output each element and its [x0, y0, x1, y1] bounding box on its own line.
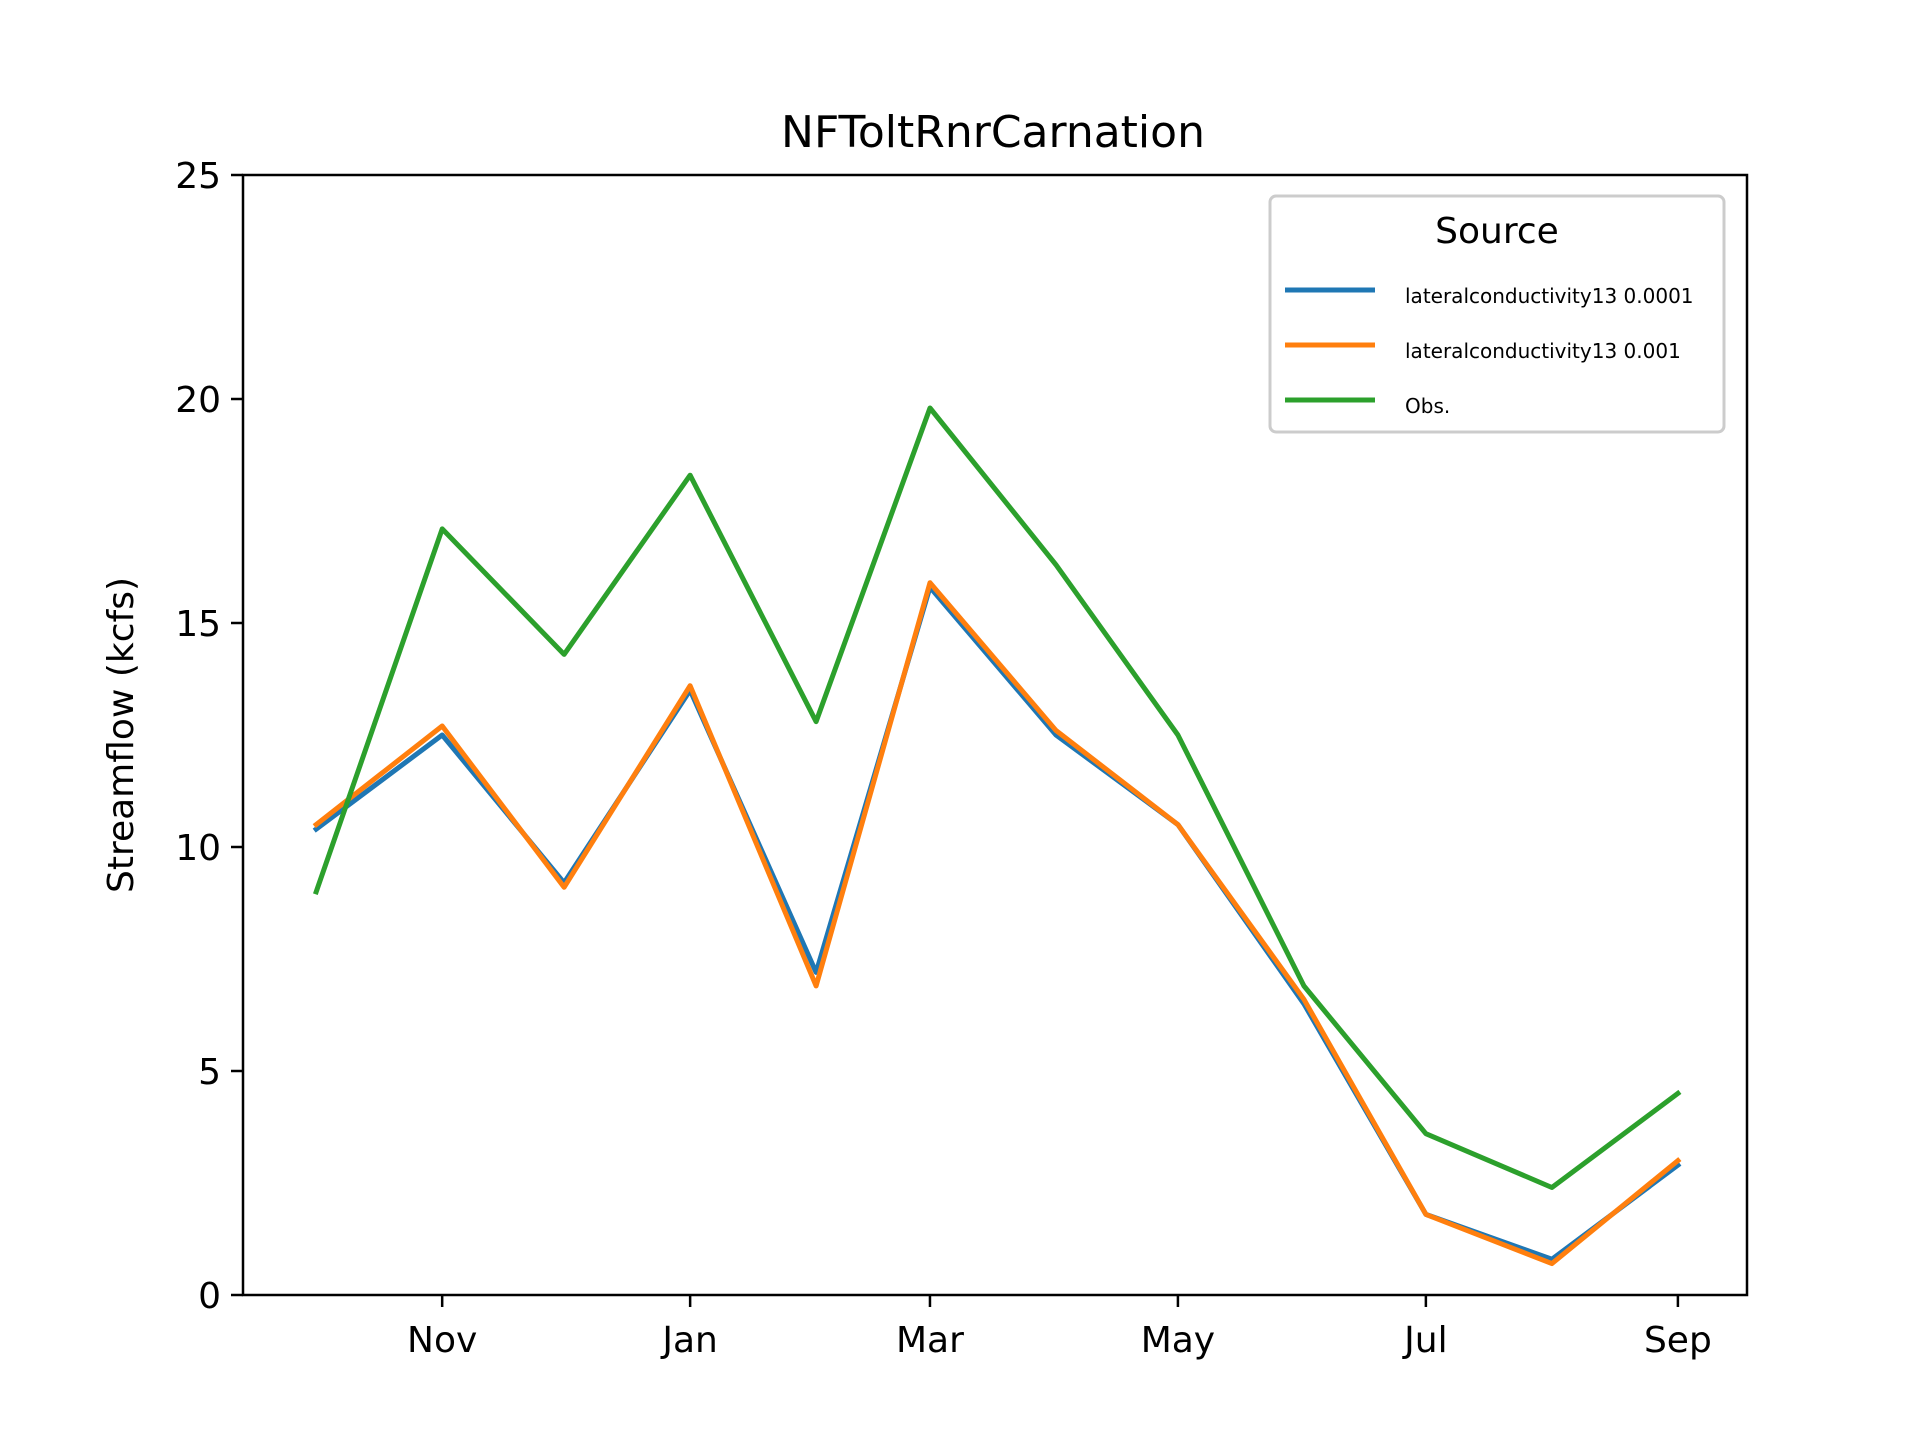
- x-tick-label: Jul: [1402, 1320, 1447, 1361]
- legend: Source lateralconductivity13 0.0001later…: [1268, 194, 1726, 434]
- y-tick-label: 15: [175, 604, 221, 645]
- plot-frame: [241, 173, 1749, 1297]
- series-line: [312, 584, 1682, 1262]
- x-tick-label: Sep: [1644, 1320, 1712, 1361]
- series-lines: [312, 405, 1682, 1267]
- legend-box: [1268, 194, 1726, 434]
- chart-title: NFToltRnrCarnation: [781, 107, 1205, 158]
- y-axis-label: Streamflow (kcfs): [101, 577, 142, 893]
- legend-title: Source: [1435, 211, 1559, 252]
- x-tick-label: Mar: [896, 1320, 964, 1361]
- y-tick-label: 20: [175, 380, 221, 421]
- legend-label: Obs.: [1405, 394, 1450, 418]
- x-tick-label: Nov: [407, 1320, 477, 1361]
- series-line: [312, 580, 1682, 1267]
- series-line: [313, 405, 1682, 1190]
- legend-label: lateralconductivity13 0.0001: [1405, 284, 1694, 308]
- x-tick-label: May: [1141, 1320, 1215, 1361]
- y-tick-label: 25: [175, 156, 221, 197]
- y-tick-label: 10: [175, 828, 221, 869]
- y-tick-label: 0: [198, 1276, 221, 1317]
- y-tick-label: 5: [198, 1052, 221, 1093]
- legend-entries: lateralconductivity13 0.0001 lateralcondu…: [1285, 284, 1694, 418]
- x-tick-label: Jan: [660, 1320, 718, 1361]
- y-axis-ticks: 0 5 10 15 20 25: [175, 156, 243, 1317]
- legend-label: lateralconductivity13 0.001: [1405, 339, 1681, 363]
- x-axis-ticks: Nov Jan Mar May Jul Sep: [407, 1295, 1712, 1361]
